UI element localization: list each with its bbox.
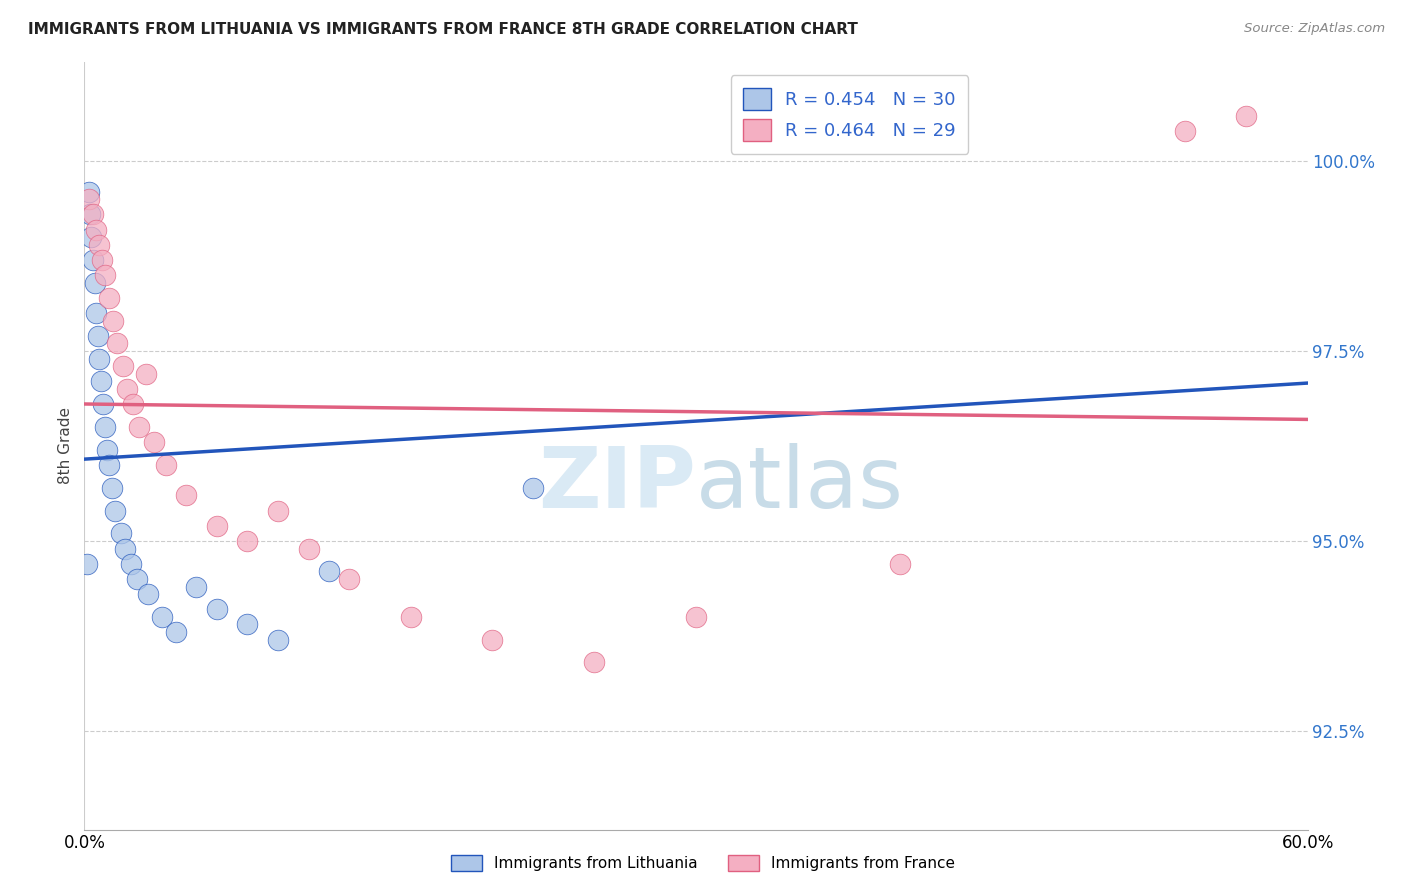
Point — [165, 625, 187, 640]
Point — [114, 541, 136, 556]
Text: Source: ZipAtlas.com: Source: ZipAtlas.com — [1244, 22, 1385, 36]
Point — [80, 230, 103, 244]
Point — [136, 587, 159, 601]
Point — [267, 503, 290, 517]
Point — [807, 131, 830, 145]
Y-axis label: 8th Grade: 8th Grade — [58, 408, 73, 484]
Point — [128, 420, 150, 434]
Point — [236, 533, 259, 548]
Point — [339, 572, 361, 586]
Point — [174, 488, 197, 502]
Point — [522, 481, 544, 495]
Text: ZIP: ZIP — [538, 442, 696, 526]
Point — [90, 252, 112, 267]
Point — [142, 435, 165, 450]
Text: IMMIGRANTS FROM LITHUANIA VS IMMIGRANTS FROM FRANCE 8TH GRADE CORRELATION CHART: IMMIGRANTS FROM LITHUANIA VS IMMIGRANTS … — [28, 22, 858, 37]
Point — [104, 503, 127, 517]
Legend: Immigrants from Lithuania, Immigrants from France: Immigrants from Lithuania, Immigrants fr… — [446, 849, 960, 877]
Point — [205, 602, 228, 616]
Point — [93, 420, 115, 434]
Point — [96, 442, 118, 457]
Point — [298, 541, 321, 556]
Point — [115, 382, 138, 396]
Point — [267, 632, 290, 647]
Point — [186, 580, 208, 594]
Point — [318, 564, 340, 578]
Point — [87, 351, 110, 366]
Point — [90, 375, 112, 389]
Point — [83, 276, 105, 290]
Point — [150, 610, 173, 624]
Point — [122, 397, 145, 411]
Point — [112, 359, 135, 374]
Point — [101, 314, 124, 328]
Point — [583, 656, 606, 670]
Point — [93, 268, 115, 282]
Point — [685, 610, 707, 624]
Point — [135, 367, 157, 381]
Point — [101, 481, 124, 495]
Point — [86, 329, 108, 343]
Point — [1236, 109, 1258, 123]
Text: atlas: atlas — [696, 442, 904, 526]
Point — [97, 291, 120, 305]
Point — [399, 610, 422, 624]
Point — [82, 252, 104, 267]
Point — [155, 458, 177, 472]
Point — [97, 458, 120, 472]
Point — [889, 557, 911, 571]
Point — [91, 397, 114, 411]
Point — [120, 557, 142, 571]
Point — [79, 192, 101, 206]
Point — [87, 237, 110, 252]
Point — [77, 185, 100, 199]
Point — [84, 222, 107, 236]
Point — [110, 526, 132, 541]
Point — [481, 632, 503, 647]
Point — [84, 306, 107, 320]
Point — [1174, 124, 1197, 138]
Point — [82, 207, 104, 221]
Point — [79, 207, 101, 221]
Legend: R = 0.454   N = 30, R = 0.464   N = 29: R = 0.454 N = 30, R = 0.464 N = 29 — [731, 75, 969, 153]
Point — [105, 336, 128, 351]
Point — [127, 572, 149, 586]
Point — [205, 518, 228, 533]
Point — [236, 617, 259, 632]
Point — [76, 557, 98, 571]
